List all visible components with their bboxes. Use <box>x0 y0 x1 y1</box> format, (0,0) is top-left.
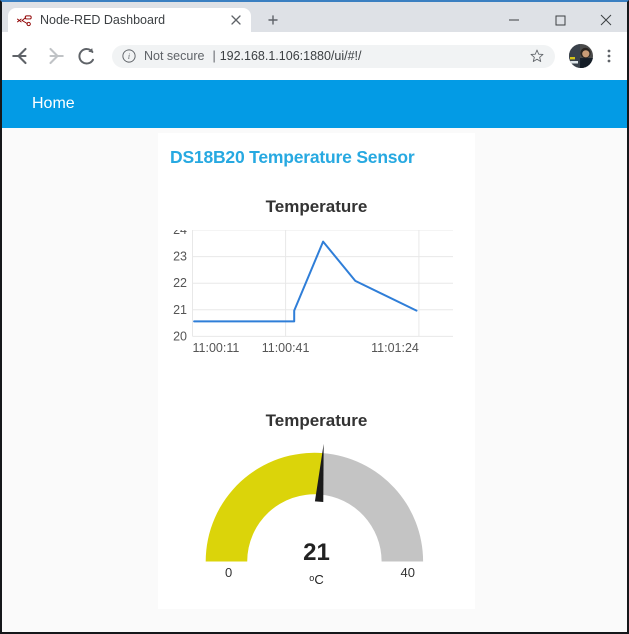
svg-text:23: 23 <box>173 250 187 264</box>
svg-text:24: 24 <box>173 230 187 237</box>
svg-text:i: i <box>128 52 130 61</box>
svg-text:20: 20 <box>173 329 187 343</box>
svg-text:22: 22 <box>173 276 187 290</box>
svg-text:11:01:24: 11:01:24 <box>371 341 419 355</box>
svg-text:11:00:41: 11:00:41 <box>262 341 310 355</box>
svg-text:21: 21 <box>173 303 187 317</box>
svg-text:11:00:11: 11:00:11 <box>193 341 240 355</box>
